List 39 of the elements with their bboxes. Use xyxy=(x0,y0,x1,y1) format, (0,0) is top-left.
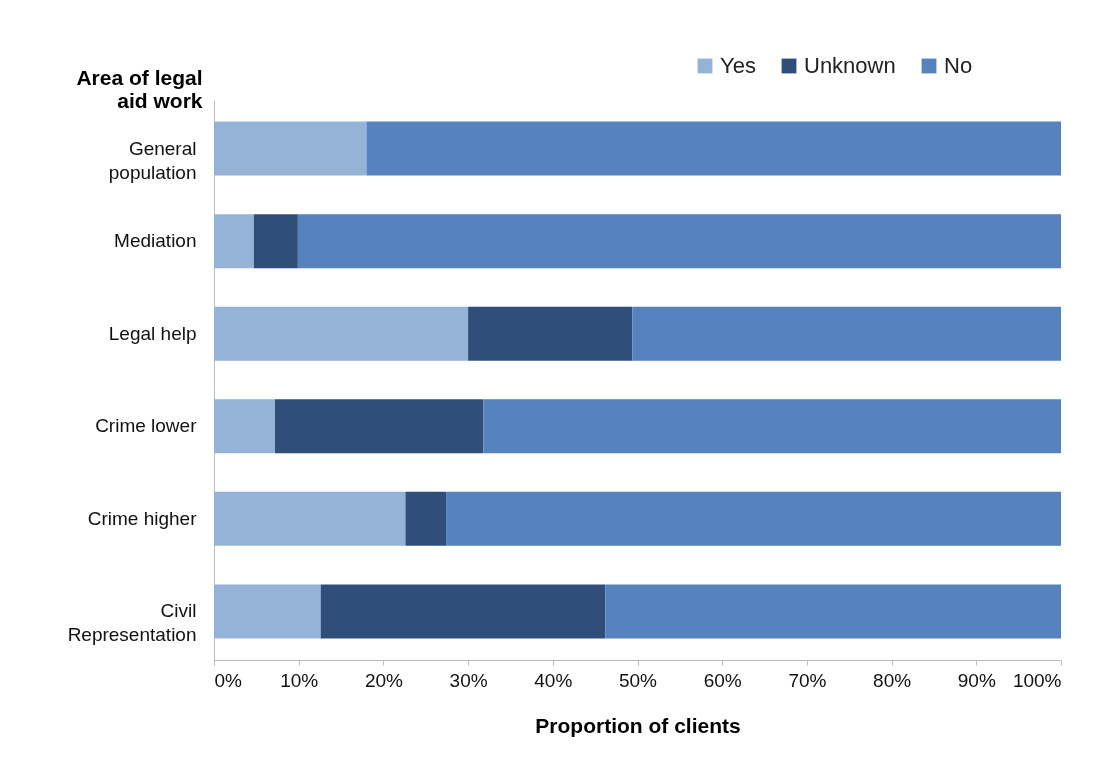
x-tick-label: 30% xyxy=(449,669,488,691)
y-tick-label: Legal help xyxy=(108,322,197,344)
legend-label: Yes xyxy=(720,53,756,78)
bar xyxy=(214,491,406,546)
bar xyxy=(214,584,321,639)
bar xyxy=(366,121,1061,176)
x-tick-label: 80% xyxy=(873,669,912,691)
bar xyxy=(405,491,447,546)
bar xyxy=(632,306,1061,361)
bar xyxy=(214,306,469,361)
y-tick-label: Mediation xyxy=(114,230,197,252)
bar xyxy=(605,584,1061,639)
bar xyxy=(214,399,275,454)
bar xyxy=(320,584,606,639)
y-tick-label: General population xyxy=(108,137,197,183)
x-tick-label: 50% xyxy=(618,669,658,691)
legend-label: No xyxy=(944,53,973,78)
x-axis-title: Proportion of clients xyxy=(535,713,741,737)
bar xyxy=(253,214,298,269)
x-tick-label: 40% xyxy=(534,669,573,691)
x-tick-label: 60% xyxy=(703,669,742,691)
bar xyxy=(214,214,254,269)
y-tick-label: Crime higher xyxy=(87,507,198,529)
x-tick-label: 70% xyxy=(788,669,827,691)
x-tick-label: 20% xyxy=(364,669,404,691)
bar xyxy=(274,399,484,454)
y-axis-title: Area of legal aid work xyxy=(76,65,203,112)
bar xyxy=(468,306,633,361)
bar xyxy=(446,491,1061,546)
x-tick-label: 100% xyxy=(1012,669,1062,691)
bar xyxy=(214,121,367,176)
x-tick-label: 0% xyxy=(214,669,243,691)
legend-label: Unknown xyxy=(804,53,896,78)
bar xyxy=(483,399,1061,454)
x-tick-label: 10% xyxy=(280,669,319,691)
y-tick-label: Crime lower xyxy=(95,415,198,437)
x-tick-label: 90% xyxy=(957,669,996,691)
y-tick-label: Civil Representation xyxy=(67,600,197,646)
bar xyxy=(297,214,1061,269)
